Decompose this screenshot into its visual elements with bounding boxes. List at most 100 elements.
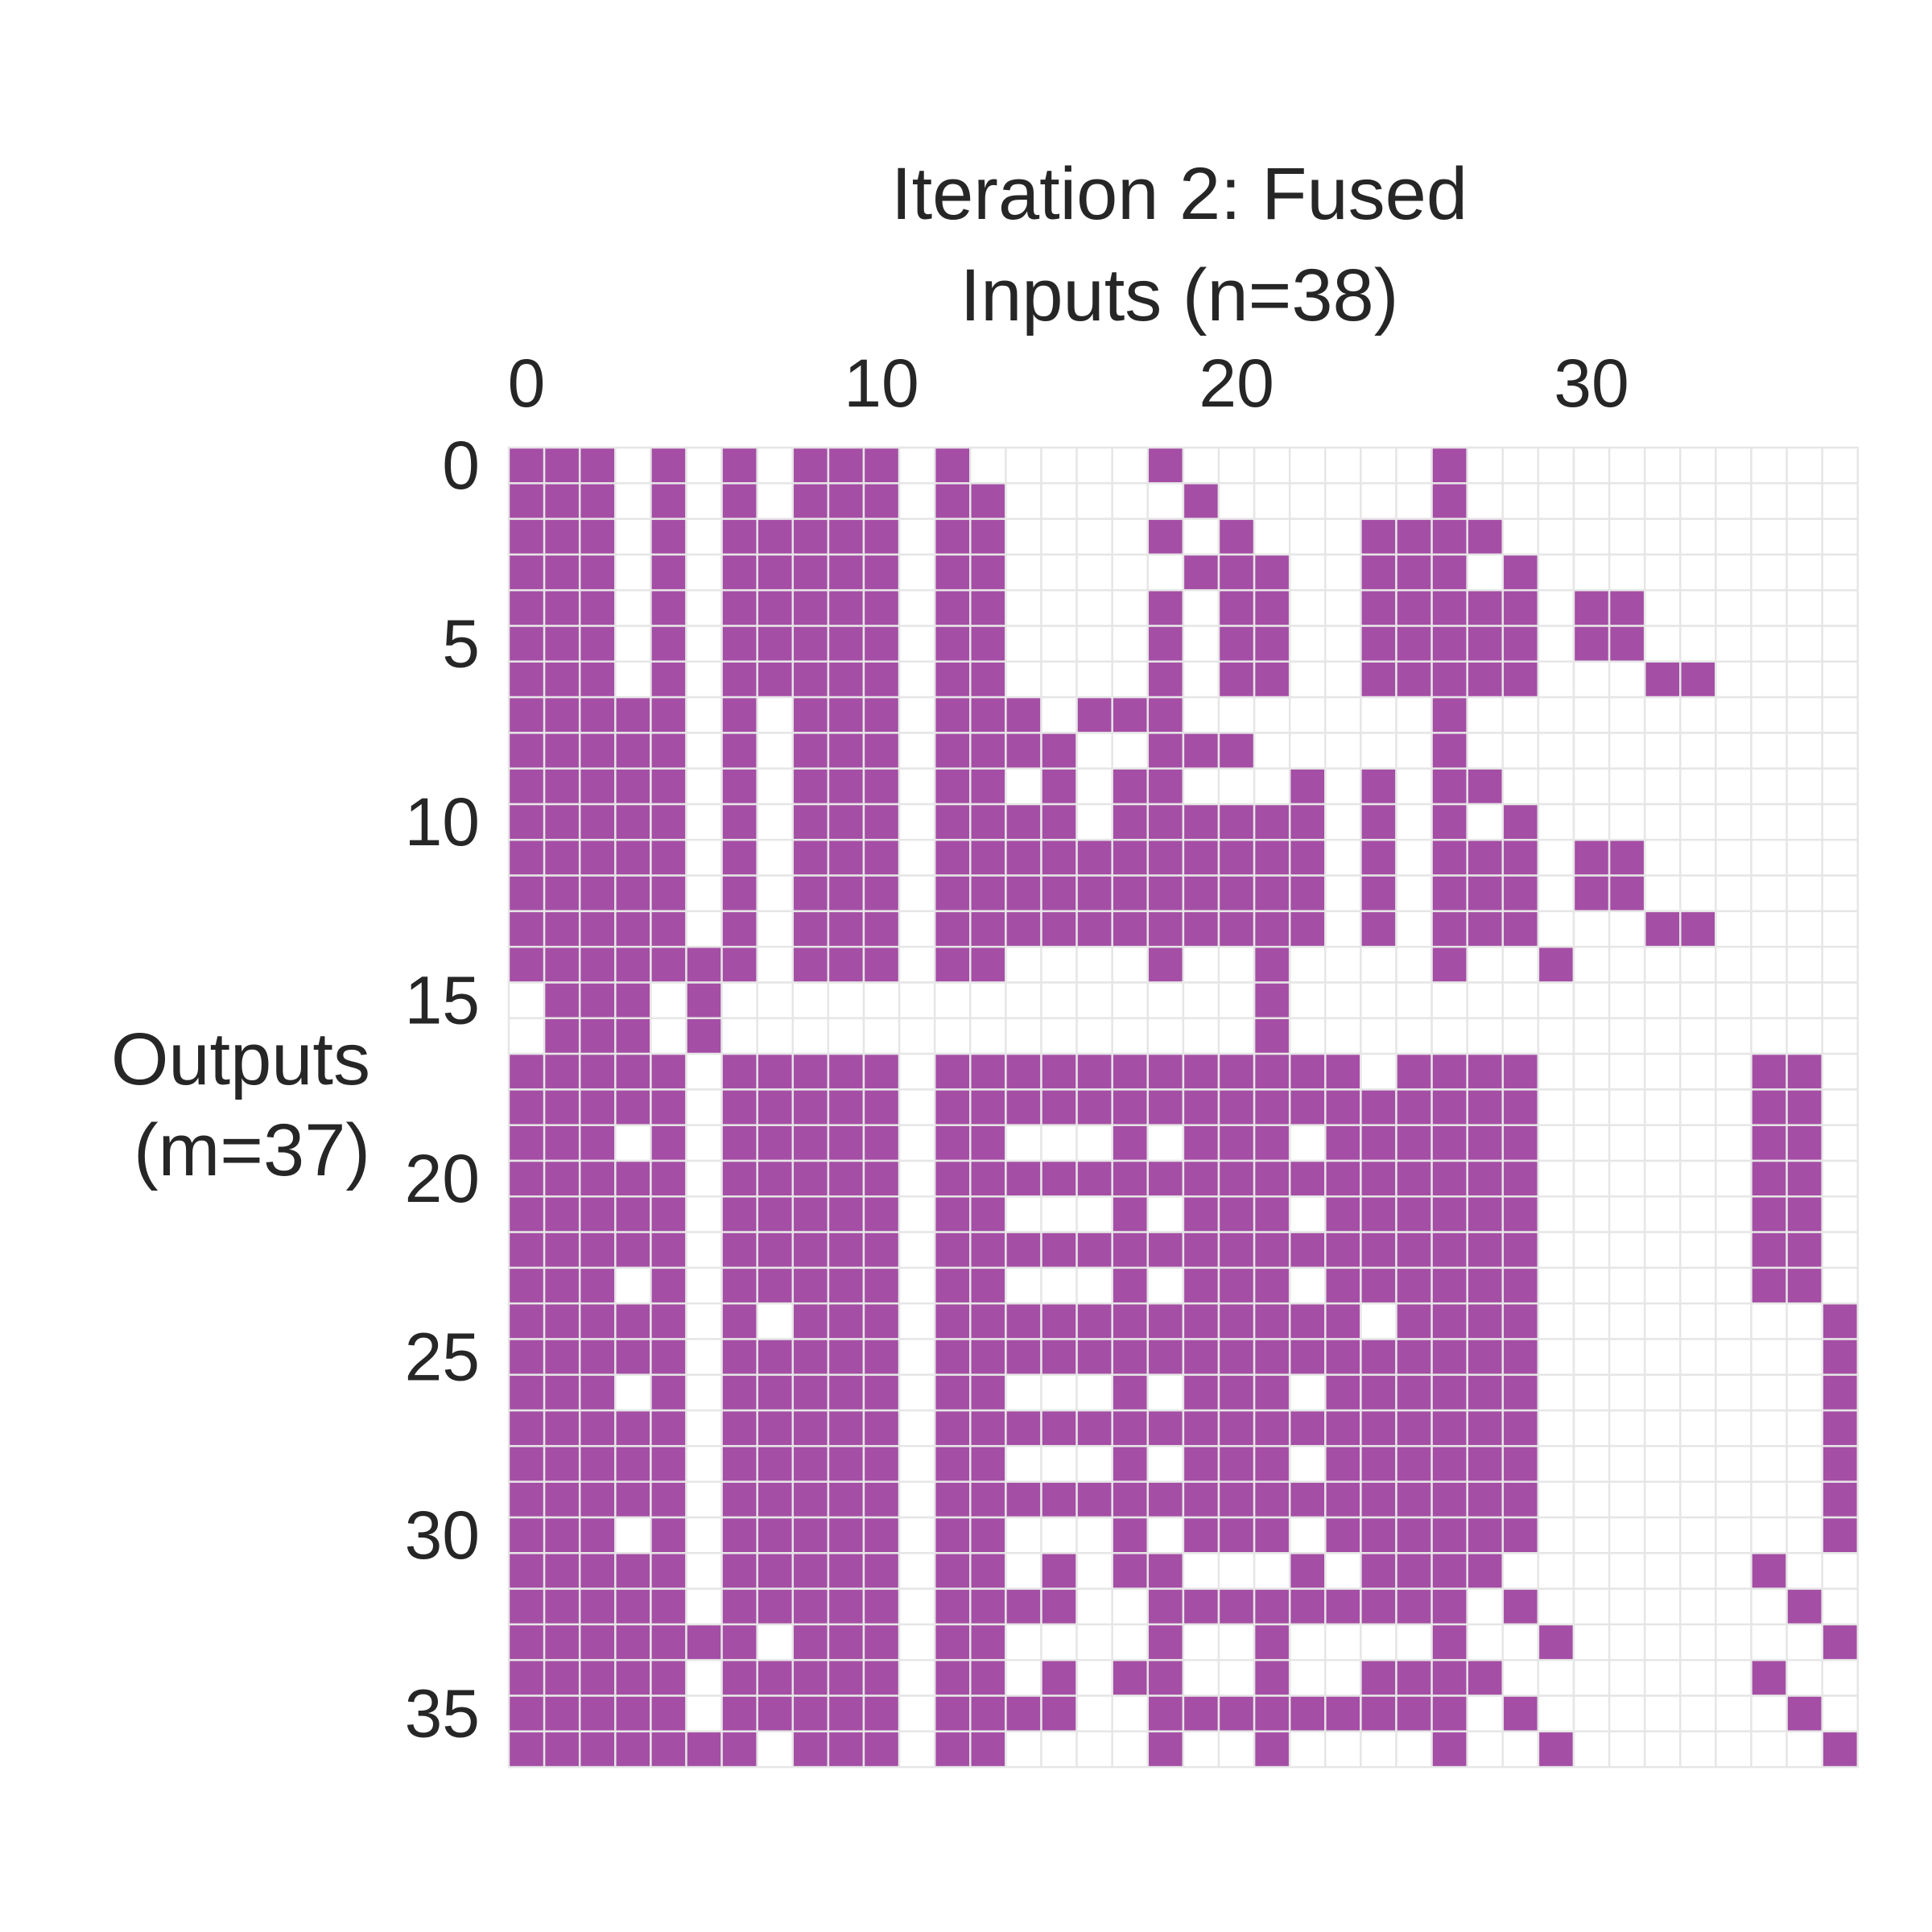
heatmap-cell: [1643, 1373, 1682, 1412]
heatmap-cell: [1217, 518, 1256, 556]
heatmap-cell: [1821, 1124, 1860, 1162]
heatmap-cell: [1324, 660, 1362, 699]
heatmap-cell: [791, 874, 830, 913]
heatmap-cell: [1608, 981, 1646, 1020]
heatmap-cell: [1821, 625, 1860, 663]
heatmap-cell: [1679, 518, 1717, 556]
heatmap-cell: [1288, 981, 1327, 1020]
heatmap-cell: [1040, 1480, 1078, 1519]
heatmap-cell: [1572, 732, 1611, 770]
heatmap-cell: [1821, 1302, 1860, 1340]
heatmap-cell: [1324, 482, 1362, 520]
heatmap-cell: [898, 981, 936, 1020]
heatmap-cell: [543, 1338, 581, 1377]
heatmap-cell: [1572, 1088, 1611, 1126]
heatmap-cell: [1466, 1623, 1505, 1662]
heatmap-cell: [1360, 1480, 1397, 1519]
heatmap-cell: [1430, 1052, 1468, 1091]
heatmap-cell: [1324, 1445, 1362, 1483]
heatmap-cell: [543, 1587, 581, 1626]
heatmap-cell: [1395, 660, 1433, 699]
heatmap-cell: [1111, 1373, 1150, 1412]
heatmap-cell: [685, 1623, 723, 1662]
heatmap-cell: [578, 1658, 617, 1697]
heatmap-cell: [1785, 553, 1823, 592]
heatmap-cell: [543, 1266, 581, 1305]
heatmap-cell: [969, 1695, 1007, 1733]
heatmap-cell: [578, 1338, 617, 1377]
heatmap-cell: [862, 839, 901, 877]
heatmap-cell: [1360, 1730, 1397, 1769]
heatmap-cell: [507, 1587, 546, 1626]
heatmap-cell: [1643, 874, 1682, 913]
heatmap-cell: [862, 1195, 901, 1233]
heatmap-cell: [1253, 1730, 1291, 1769]
heatmap-cell: [1785, 839, 1823, 877]
heatmap-cell: [650, 1552, 687, 1590]
heatmap-cell: [1360, 1017, 1397, 1055]
heatmap-cell: [507, 482, 546, 520]
heatmap-cell: [933, 803, 972, 841]
heatmap-cell: [1111, 1266, 1150, 1305]
heatmap-cell: [862, 625, 901, 663]
heatmap-cell: [898, 446, 936, 485]
heatmap-cell: [1608, 839, 1646, 877]
heatmap-cell: [1608, 732, 1646, 770]
heatmap-cell: [1253, 446, 1291, 485]
heatmap-cell: [1075, 910, 1113, 948]
heatmap-cell: [827, 1195, 865, 1233]
heatmap-cell: [720, 1658, 758, 1697]
heatmap-cell: [720, 1730, 758, 1769]
heatmap-cell: [685, 1516, 723, 1554]
heatmap-cell: [1750, 660, 1788, 699]
heatmap-cell: [1111, 660, 1150, 699]
heatmap-cell: [1005, 1695, 1042, 1733]
heatmap-cell: [720, 1266, 758, 1305]
heatmap-cell: [1040, 1338, 1078, 1377]
heatmap-cell: [791, 1480, 830, 1519]
heatmap-cell: [1395, 553, 1433, 592]
heatmap-cell: [1146, 1302, 1185, 1340]
heatmap-cell: [862, 1445, 901, 1483]
heatmap-cell: [543, 1052, 581, 1091]
heatmap-cell: [1466, 625, 1505, 663]
heatmap-cell: [862, 588, 901, 627]
heatmap-cell: [1395, 1088, 1433, 1126]
heatmap-cell: [1360, 660, 1397, 699]
heatmap-cell: [1501, 839, 1540, 877]
heatmap-cell: [1075, 874, 1113, 913]
heatmap-cell: [614, 660, 652, 699]
heatmap-cell: [1430, 553, 1468, 592]
heatmap-cell: [1075, 518, 1113, 556]
heatmap-cell: [1253, 1623, 1291, 1662]
heatmap-cell: [1608, 660, 1646, 699]
heatmap-cell: [1501, 1017, 1540, 1055]
heatmap-cell: [862, 1302, 901, 1340]
heatmap-cell: [1501, 1730, 1540, 1769]
heatmap-cell: [1360, 803, 1397, 841]
heatmap-cell: [685, 625, 723, 663]
heatmap-cell: [614, 1231, 652, 1269]
heatmap-cell: [1111, 1587, 1150, 1626]
heatmap-cell: [1750, 1017, 1788, 1055]
heatmap-cell: [1075, 553, 1113, 592]
heatmap-cell: [614, 1124, 652, 1162]
heatmap-cell: [862, 1231, 901, 1269]
heatmap-cell: [898, 660, 936, 699]
heatmap-cell: [969, 1409, 1007, 1447]
heatmap-cell: [862, 1480, 901, 1519]
heatmap-cell: [1501, 910, 1540, 948]
heatmap-cell: [1182, 482, 1220, 520]
heatmap-cell: [862, 1017, 901, 1055]
heatmap-cell: [1430, 1159, 1468, 1198]
heatmap-cell: [1040, 1445, 1078, 1483]
heatmap-cell: [756, 1695, 795, 1733]
heatmap-cell: [1111, 839, 1150, 877]
heatmap-cell: [1821, 696, 1860, 734]
heatmap-cell: [1253, 1231, 1291, 1269]
heatmap-cell: [898, 1017, 936, 1055]
heatmap-cell: [1501, 482, 1540, 520]
heatmap-cell: [1785, 1695, 1823, 1733]
heatmap-cell: [791, 1409, 830, 1447]
heatmap-cell: [933, 625, 972, 663]
